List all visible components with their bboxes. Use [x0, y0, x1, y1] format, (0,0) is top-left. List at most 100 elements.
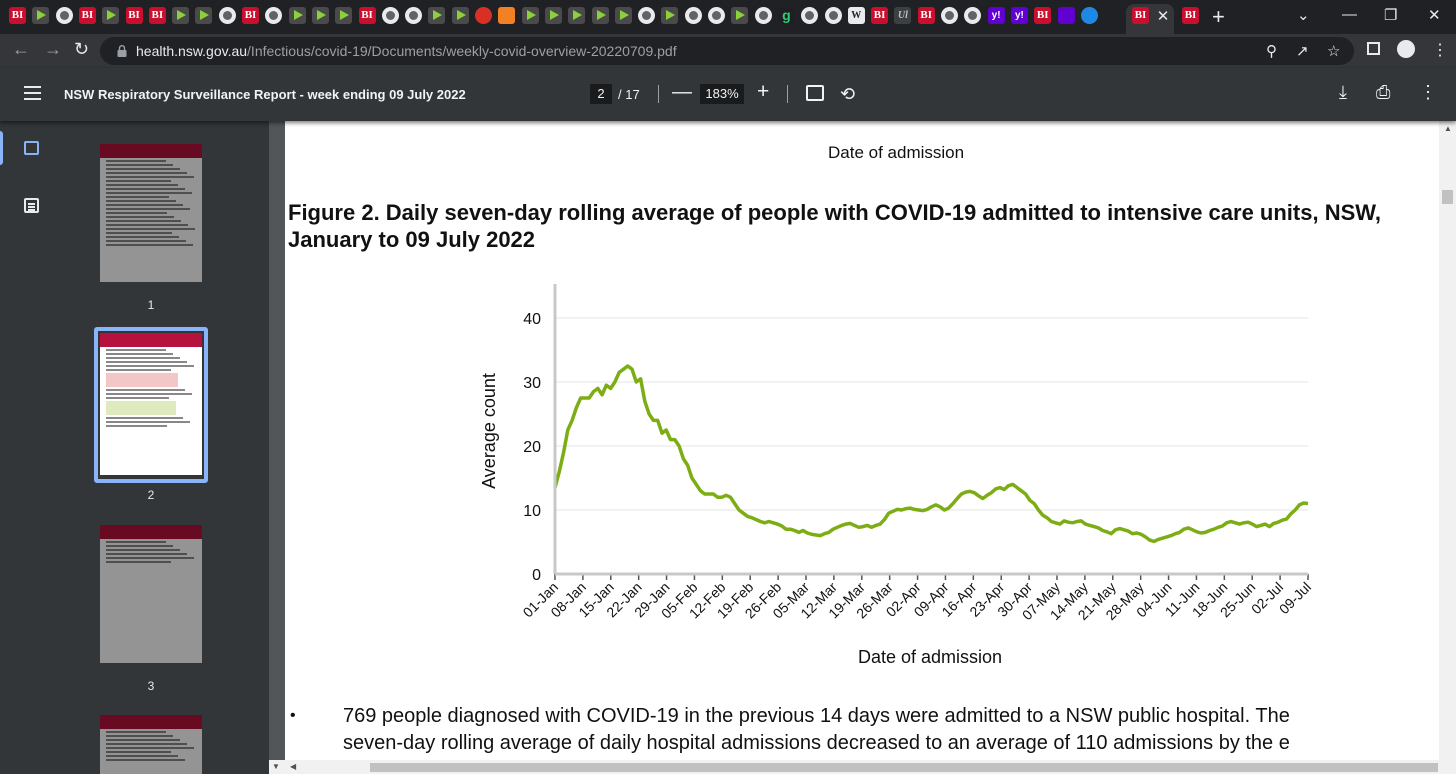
- vertical-scroll-thumb[interactable]: [1442, 190, 1453, 204]
- y-tick-label: 30: [523, 375, 541, 392]
- tab-favicon[interactable]: [591, 7, 609, 24]
- horizontal-scroll-thumb[interactable]: [370, 763, 1438, 772]
- tab-strip: BI BI BI BI BI BI g W BI Ul BI y! y! BI BI ✕ BI + ⌄ —…: [0, 0, 1456, 34]
- bookmark-star-icon[interactable]: ☆: [1327, 43, 1341, 60]
- page-thumbnail-3[interactable]: [100, 525, 202, 663]
- zoom-out-button[interactable]: —: [672, 81, 692, 103]
- tab-favicon[interactable]: [195, 7, 213, 24]
- page-thumbnail-1[interactable]: [100, 144, 202, 282]
- zoom-icon[interactable]: ⚲: [1266, 43, 1277, 60]
- tab-favicon[interactable]: BI: [871, 7, 889, 24]
- scroll-down-icon[interactable]: ▼: [272, 762, 280, 771]
- download-icon[interactable]: ⤓: [1339, 82, 1347, 102]
- previous-chart-axis-title: Date of admission: [828, 143, 965, 162]
- tab-favicon[interactable]: [801, 7, 819, 24]
- tab-favicon[interactable]: [638, 7, 656, 24]
- tab-favicon[interactable]: [475, 7, 492, 24]
- tab-favicon[interactable]: [265, 7, 283, 24]
- tab-favicon[interactable]: [661, 7, 679, 24]
- tab-favicon[interactable]: BI: [1182, 7, 1199, 24]
- tab-favicon[interactable]: BI: [9, 7, 26, 24]
- tab-favicon[interactable]: [381, 7, 399, 24]
- lock-icon[interactable]: [117, 45, 127, 57]
- scroll-left-icon[interactable]: ◀: [290, 762, 297, 771]
- tab-favicon[interactable]: BI: [1034, 7, 1052, 24]
- figure-title-line: Figure 2. Daily seven-day rolling averag…: [288, 200, 1381, 225]
- tab-favicon[interactable]: [32, 7, 50, 24]
- document-outline-icon[interactable]: [24, 198, 39, 213]
- body-text-line: seven-day rolling average of daily hospi…: [343, 732, 1290, 754]
- tab-favicon[interactable]: BI: [242, 7, 259, 24]
- tab-favicon[interactable]: [311, 7, 329, 24]
- tab-favicon[interactable]: BI: [78, 7, 96, 24]
- tab-favicon[interactable]: [941, 7, 958, 24]
- scroll-up-icon[interactable]: ▲: [1444, 124, 1452, 133]
- tab-favicon[interactable]: [288, 7, 306, 24]
- tab-favicon[interactable]: [498, 7, 516, 24]
- tab-favicon[interactable]: [405, 7, 423, 24]
- tab-favicon[interactable]: BI: [125, 7, 143, 24]
- tab-favicon[interactable]: W: [847, 7, 865, 24]
- zoom-level-input[interactable]: 183%: [700, 84, 744, 104]
- page-number-input[interactable]: 2: [590, 84, 612, 104]
- tab-favicon[interactable]: [1057, 7, 1075, 24]
- reload-icon[interactable]: ↻: [74, 39, 90, 59]
- restore-button[interactable]: ❐: [1384, 7, 1398, 24]
- tab-close-icon[interactable]: ✕: [1156, 8, 1170, 25]
- y-axis-label: Average count: [479, 373, 499, 489]
- omnibox[interactable]: health.nsw.gov.au/Infectious/covid-19/Do…: [100, 37, 1354, 65]
- y-tick-label: 0: [532, 567, 541, 584]
- tab-favicon[interactable]: y!: [1010, 7, 1028, 24]
- tab-search-icon[interactable]: ⌄: [1297, 7, 1310, 24]
- profile-avatar-icon[interactable]: [1397, 40, 1415, 58]
- vertical-scrollbar[interactable]: [1439, 121, 1456, 760]
- print-icon[interactable]: ⎙: [1376, 82, 1391, 102]
- tab-favicon[interactable]: [708, 7, 725, 24]
- tab-favicon[interactable]: BI: [917, 7, 935, 24]
- back-icon[interactable]: ←: [12, 39, 30, 59]
- tab-favicon[interactable]: BI: [358, 7, 376, 24]
- tab-favicon[interactable]: [731, 7, 749, 24]
- side-panel-icon[interactable]: [1367, 42, 1380, 55]
- new-tab-button[interactable]: +: [1212, 4, 1225, 29]
- tab-favicon[interactable]: [568, 7, 586, 24]
- tab-favicon[interactable]: [1080, 7, 1098, 24]
- tab-favicon[interactable]: [218, 7, 236, 24]
- thumbnail-view-icon[interactable]: [24, 141, 39, 155]
- tab-favicon[interactable]: BI: [148, 7, 166, 24]
- thumbnail-label: 3: [147, 679, 155, 693]
- more-actions-icon[interactable]: ⋮: [1419, 82, 1437, 102]
- tab-favicon[interactable]: [172, 7, 190, 24]
- forward-icon[interactable]: →: [44, 39, 62, 59]
- tab-favicon[interactable]: [544, 7, 562, 24]
- tab-favicon[interactable]: [55, 7, 73, 24]
- fit-to-page-icon[interactable]: [806, 85, 824, 101]
- tab-favicon[interactable]: [684, 7, 702, 24]
- tab-favicon[interactable]: [614, 7, 632, 24]
- zoom-in-button[interactable]: +: [757, 80, 770, 103]
- minimize-button[interactable]: —: [1342, 6, 1357, 23]
- tab-favicon[interactable]: g: [777, 7, 795, 24]
- url-text[interactable]: health.nsw.gov.au/Infectious/covid-19/Do…: [136, 43, 677, 59]
- menu-icon[interactable]: [24, 86, 41, 100]
- tab-favicon[interactable]: Ul: [894, 7, 912, 24]
- tab-favicon[interactable]: y!: [987, 7, 1005, 24]
- active-tab[interactable]: BI: [1126, 4, 1174, 34]
- tab-favicon[interactable]: [451, 7, 469, 24]
- url-host: health.nsw.gov.au: [136, 43, 248, 59]
- share-icon[interactable]: ↗: [1296, 43, 1309, 60]
- tab-favicon[interactable]: [754, 7, 772, 24]
- tab-favicon[interactable]: [521, 7, 539, 24]
- tab-favicon[interactable]: [824, 7, 842, 24]
- rotate-icon[interactable]: ⟲: [840, 84, 856, 104]
- page-thumbnail-2[interactable]: [100, 333, 202, 475]
- tab-favicon[interactable]: [964, 7, 982, 24]
- document-viewport[interactable]: Date of admission Figure 2. Daily seven-…: [269, 121, 1456, 774]
- page-thumbnail-4[interactable]: [100, 715, 202, 774]
- tab-favicon[interactable]: [428, 7, 446, 24]
- tab-favicon[interactable]: [102, 7, 120, 24]
- browser-menu-icon[interactable]: ⋮: [1432, 42, 1448, 59]
- tab-favicon[interactable]: [335, 7, 353, 24]
- close-window-button[interactable]: ✕: [1428, 7, 1441, 24]
